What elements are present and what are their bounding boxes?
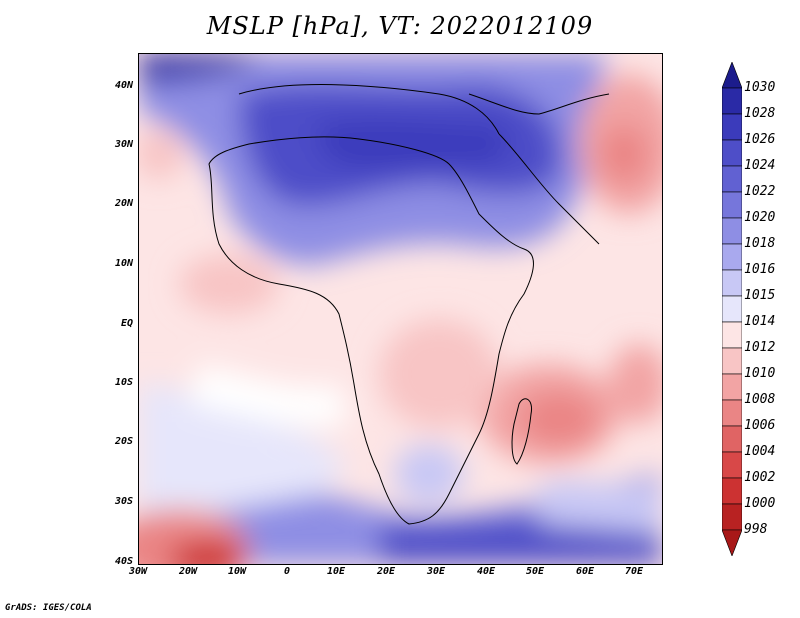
colorbar-box: [722, 113, 742, 141]
colorbar-label: 1022: [744, 184, 776, 199]
lat-label-10s: 10S: [114, 377, 133, 388]
colorbar-label: 1026: [744, 132, 776, 147]
colorbar-label: 1028: [744, 106, 776, 121]
lat-label-30n: 30N: [114, 139, 133, 150]
coastlines: [208, 84, 610, 525]
lon-label-10e: 10E: [326, 566, 346, 577]
colorbar-label: 998: [744, 522, 768, 537]
colorbar-label: 1012: [744, 340, 776, 355]
lat-label-20s: 20S: [114, 436, 133, 447]
colorbar-label: 1006: [744, 418, 776, 433]
map-title: MSLP [hPa], VT: 2022012109: [206, 12, 594, 40]
colorbar-top-arrow: [722, 62, 742, 89]
colorbar-box: [722, 425, 742, 453]
lon-label-20e: 20E: [376, 566, 396, 577]
colorbar-box: [722, 503, 742, 531]
colorbar-box: [722, 399, 742, 427]
lon-label-20w: 20W: [178, 566, 198, 577]
colorbar-label: 1015: [744, 288, 776, 303]
colorbar-label: 1010: [744, 366, 776, 381]
colorbar-label: 1030: [744, 80, 776, 95]
pressure-field: [139, 54, 662, 564]
lat-label-20n: 20N: [114, 198, 133, 209]
lat-label-30s: 30S: [114, 496, 133, 507]
lon-label-40e: 40E: [476, 566, 496, 577]
colorbar-label: 1016: [744, 262, 776, 277]
colorbar-box: [722, 191, 742, 219]
colorbar-label: 1002: [744, 470, 776, 485]
colorbar: [722, 62, 742, 556]
lon-label-70e: 70E: [624, 566, 644, 577]
colorbar-box: [722, 373, 742, 401]
lon-label-0: 0: [283, 566, 291, 577]
colorbar-box: [722, 451, 742, 479]
colorbar-box: [722, 243, 742, 271]
grads-credit: GrADS: IGES/COLA: [5, 603, 92, 613]
colorbar-box: [722, 347, 742, 375]
lat-label-40s: 40S: [114, 556, 133, 567]
lon-label-60e: 60E: [575, 566, 595, 577]
lon-label-10w: 10W: [227, 566, 247, 577]
colorbar-box: [722, 217, 742, 245]
colorbar-box: [722, 165, 742, 193]
colorbar-box: [722, 477, 742, 505]
colorbar-label: 1020: [744, 210, 776, 225]
colorbar-label: 1014: [744, 314, 776, 329]
colorbar-bottom-arrow: [722, 529, 742, 556]
lat-label-eq: EQ: [120, 318, 133, 329]
lon-label-30e: 30E: [426, 566, 446, 577]
colorbar-label: 1024: [744, 158, 776, 173]
colorbar-box: [722, 139, 742, 167]
colorbar-box: [722, 87, 742, 115]
lon-label-30w: 30W: [128, 566, 148, 577]
lat-label-40n: 40N: [114, 80, 133, 91]
colorbar-box: [722, 295, 742, 323]
colorbar-label: 1000: [744, 496, 776, 511]
lat-label-10n: 10N: [114, 258, 133, 269]
colorbar-label: 1018: [744, 236, 776, 251]
colorbar-box: [722, 269, 742, 297]
pressure-map: [138, 53, 663, 565]
colorbar-label: 1008: [744, 392, 776, 407]
colorbar-box: [722, 321, 742, 349]
lon-label-50e: 50E: [525, 566, 545, 577]
colorbar-label: 1004: [744, 444, 776, 459]
